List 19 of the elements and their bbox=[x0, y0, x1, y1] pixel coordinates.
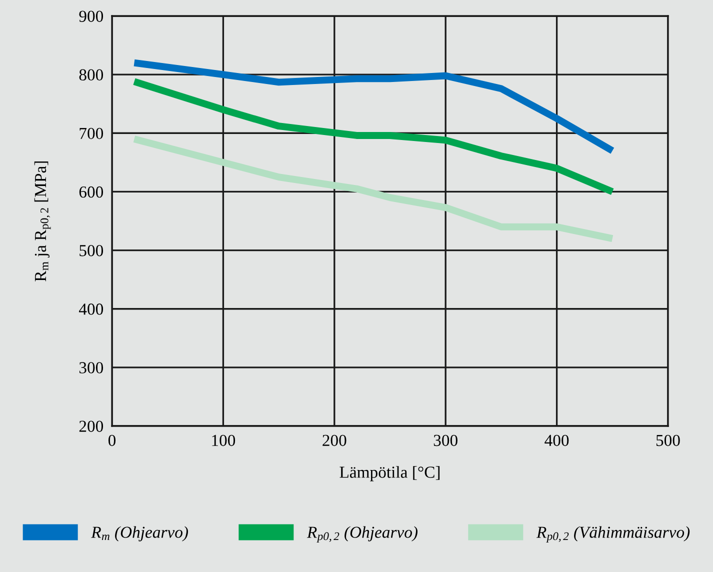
y-tick-label: 500 bbox=[80, 244, 104, 256]
y-tick-label: 800 bbox=[79, 69, 104, 81]
x-tick-label: 400 bbox=[544, 434, 569, 446]
x-tick-label: 500 bbox=[656, 434, 680, 446]
y-tick-label: 600 bbox=[79, 186, 104, 198]
legend-label: R$_{p0,2}$ (Vähimmäisarvo) bbox=[536, 526, 690, 543]
y-tick-label: 200 bbox=[79, 420, 104, 432]
y-tick-label: 900 bbox=[79, 10, 104, 22]
x-tick-label: 0 bbox=[108, 434, 116, 446]
x-tick-label: 100 bbox=[212, 434, 236, 446]
legend-label: R$_{m}$ (Ohjearvo) bbox=[91, 526, 188, 542]
legend-label: R$_{p0,2}$ (Ohjearvo) bbox=[306, 526, 418, 543]
x-tick-label: 200 bbox=[322, 434, 346, 446]
x-tick-label: 300 bbox=[434, 434, 458, 446]
x-axis-title: Lämpötila [°C] bbox=[340, 466, 440, 482]
y-tick-label: 400 bbox=[78, 304, 104, 315]
y-tick-label: 300 bbox=[79, 362, 104, 374]
y-axis-title: R$_{m}$ ja R$_{p0,2}$ [MPa] bbox=[34, 162, 51, 282]
y-tick-label: 700 bbox=[80, 128, 104, 140]
